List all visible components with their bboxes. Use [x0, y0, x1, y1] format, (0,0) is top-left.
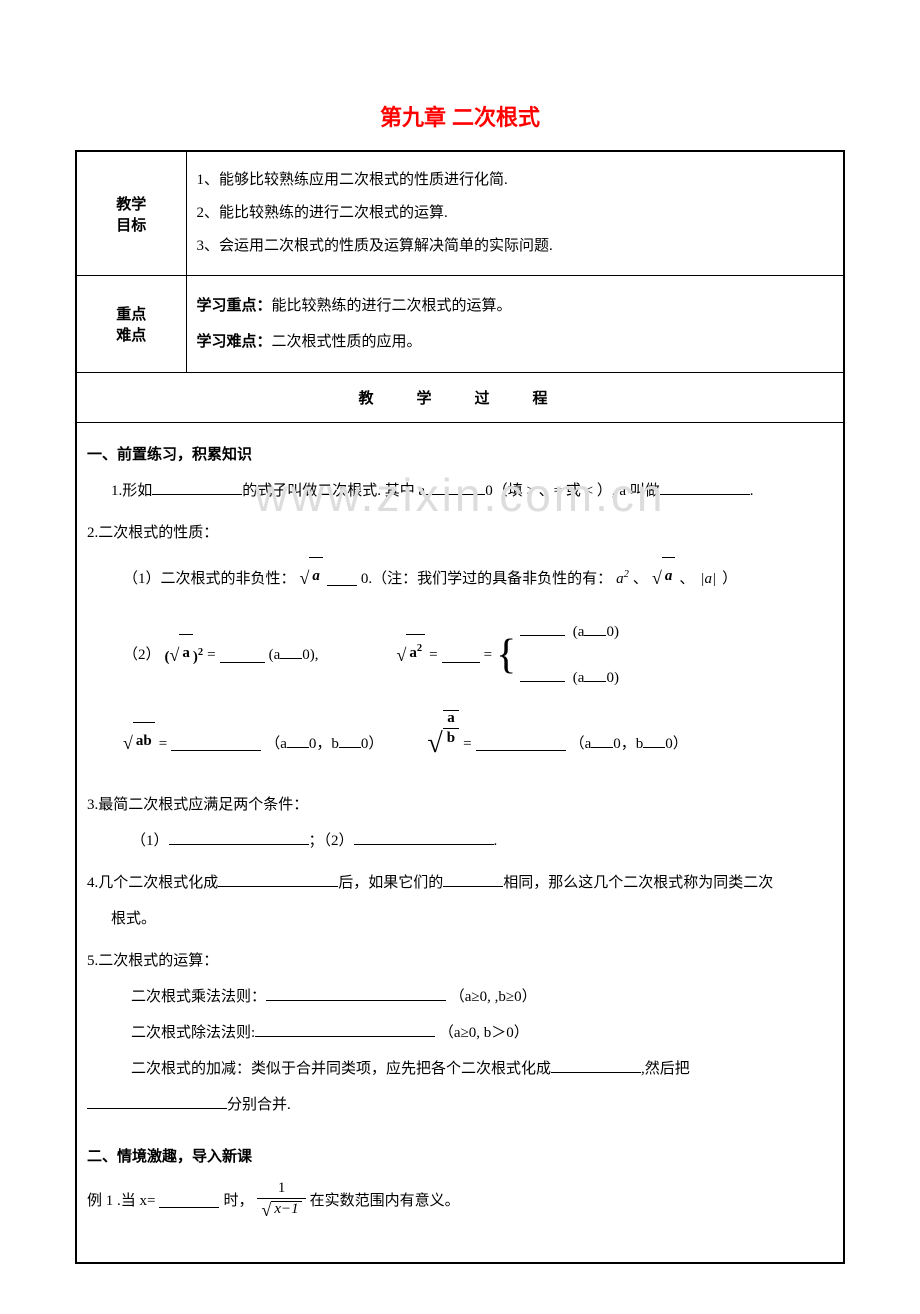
chapter-title: 第九章 二次根式: [75, 100, 845, 132]
q5-add-c: 分别合并.: [227, 1097, 291, 1113]
blank: [551, 1058, 641, 1073]
q1-text-c: 0（填 > 、= 或 < ）, a 叫做: [485, 483, 660, 499]
question-4: 4.几个二次根式化成 后，如果它们的 相同，那么这几个二次根式称为同类二次: [87, 865, 833, 901]
q5-add-b: ,然后把: [641, 1061, 690, 1077]
emphasis-diff-text: 二次根式性质的应用。: [272, 334, 422, 350]
sqrt-ab: √ab: [123, 722, 155, 765]
eq: =: [484, 637, 492, 673]
a-squared: a2: [616, 561, 629, 597]
q2-line-1: （1）二次根式的非负性： √a 0.（注：我们学过的具备非负性的有： a2 、 …: [123, 557, 833, 600]
main-content: www.zixin.com.cn 一、前置练习，积累知识 1.形如的式子叫做二次…: [76, 423, 844, 1264]
goals-content: 1、能够比较熟练应用二次根式的性质进行化简. 2、能比较熟练的进行二次根式的运算…: [186, 151, 844, 276]
blank: [218, 872, 338, 887]
q2-1-b: 0.（注：我们学过的具备非负性的有：: [361, 561, 612, 597]
blank: [255, 1022, 435, 1037]
question-4-cont: 根式。: [87, 901, 833, 937]
cond-a-b: （a0，b0）: [570, 726, 688, 762]
section-2-title: 二、情境激趣，导入新课: [87, 1139, 833, 1175]
example-1: 例 1 .当 x= 时， 1 √x−1 在实数范围内有意义。: [87, 1181, 833, 1220]
sqrt-a: √a: [300, 557, 323, 600]
q5-mul-a: 二次根式乘法法则：: [131, 989, 266, 1005]
ex1-a: 例 1 .当 x=: [87, 1183, 155, 1219]
sep2: 、: [679, 561, 694, 597]
blank: [87, 1094, 227, 1109]
q5-div-b: （a≥0, b＞0）: [439, 1025, 529, 1041]
blank: [152, 480, 242, 495]
emphasis-key-label: 学习重点：: [197, 297, 272, 314]
q5-add-a: 二次根式的加减：类似于合并同类项，应先把各个二次根式化成: [131, 1061, 551, 1077]
sqrt-a-2: √a: [652, 557, 675, 600]
q5-mul: 二次根式乘法法则： （a≥0, ,b≥0）: [87, 979, 833, 1015]
question-3-title: 3.最简二次根式应满足两个条件：: [87, 787, 833, 823]
blank: [220, 648, 265, 663]
q5-add: 二次根式的加减：类似于合并同类项，应先把各个二次根式化成 ,然后把: [87, 1051, 833, 1087]
eq: =: [207, 637, 215, 673]
q3-c: .: [494, 833, 498, 849]
q5-div-a: 二次根式除法法则:: [131, 1025, 255, 1041]
brace: {: [496, 643, 516, 668]
question-5-title: 5.二次根式的运算：: [87, 943, 833, 979]
cond-ab: （a0，b0）: [265, 726, 383, 762]
blank: [171, 736, 261, 751]
blank: [159, 1193, 219, 1208]
sqrt-a-sq: √a2: [397, 634, 426, 677]
cond-a: (a0),: [269, 637, 319, 673]
blank: [425, 480, 485, 495]
lesson-plan-table: 教学 目标 1、能够比较熟练应用二次根式的性质进行化简. 2、能比较熟练的进行二…: [75, 150, 845, 1264]
q4-a: 4.几个二次根式化成: [87, 875, 218, 891]
question-2-title: 2.二次根式的性质：: [87, 515, 833, 551]
blank: [660, 480, 750, 495]
question-1: 1.形如 的式子叫做二次根式. 其中 a 0（填 > 、= 或 < ）, a 叫做.: [87, 473, 833, 509]
q2-line-2: （2） (√a)2 = (a0), √a2 = = { (a0) (a0): [123, 614, 833, 696]
abs-a: |a|: [698, 561, 718, 597]
q5-div: 二次根式除法法则: （a≥0, b＞0）: [87, 1015, 833, 1051]
sep: 、: [633, 561, 648, 597]
q4-c: 相同，那么这几个二次根式称为同类二次: [503, 875, 773, 891]
q3-b: ；（2）: [309, 833, 354, 849]
emphasis-content: 学习重点：能比较熟练的进行二次根式的运算。 学习难点：二次根式性质的应用。: [186, 276, 844, 373]
ex1-c: 在实数范围内有意义。: [310, 1183, 460, 1219]
eq: =: [463, 726, 471, 762]
blank: [169, 830, 309, 845]
question-3-body: （1） ；（2）.: [87, 823, 833, 859]
q2-line-3: √ab = （a0，b0） √ a b = （a0，b0）: [123, 710, 833, 777]
emphasis-label: 重点 难点: [76, 276, 186, 373]
ex1-b: 时，: [223, 1183, 253, 1219]
brace-content: (a0) (a0): [520, 614, 619, 696]
eq: =: [159, 726, 167, 762]
q5-add-cont: 分别合并.: [87, 1087, 833, 1123]
sqrt-a-over-b: √ a b: [427, 710, 459, 777]
content-wrapper: 教学 目标 1、能够比较熟练应用二次根式的性质进行化简. 2、能比较熟练的进行二…: [75, 150, 845, 1264]
sqrt-a-paren-sq: (√a)2: [165, 634, 204, 677]
blank: [354, 830, 494, 845]
q5-mul-b: （a≥0, ,b≥0）: [450, 989, 537, 1005]
blank: [443, 872, 503, 887]
q2-1-a: （1）二次根式的非负性：: [123, 561, 296, 597]
blank: [442, 648, 480, 663]
q1-text-a: 1.形如: [111, 483, 152, 499]
q2-1-e: ）: [722, 561, 737, 597]
goal-3: 3、会运用二次根式的性质及运算解决简单的实际问题.: [197, 230, 834, 263]
q1-text-d: .: [750, 483, 754, 499]
frac-1-over-sqrt: 1 √x−1: [257, 1181, 305, 1220]
emphasis-key-text: 能比较熟练的进行二次根式的运算。: [272, 298, 512, 314]
process-header: 教 学 过 程: [76, 373, 844, 423]
q3-a: （1）: [131, 833, 169, 849]
emphasis-diff-label: 学习难点：: [197, 333, 272, 350]
section-1-title: 一、前置练习，积累知识: [87, 437, 833, 473]
blank: [266, 986, 446, 1001]
q4-b: 后，如果它们的: [338, 875, 443, 891]
blank: [476, 736, 566, 751]
q2-2-a: （2）: [123, 637, 161, 673]
goals-label: 教学 目标: [76, 151, 186, 276]
goal-1: 1、能够比较熟练应用二次根式的性质进行化简.: [197, 164, 834, 197]
goal-2: 2、能比较熟练的进行二次根式的运算.: [197, 197, 834, 230]
blank: [327, 571, 357, 586]
q1-text-b: 的式子叫做二次根式. 其中 a: [242, 483, 425, 499]
eq: =: [429, 637, 437, 673]
